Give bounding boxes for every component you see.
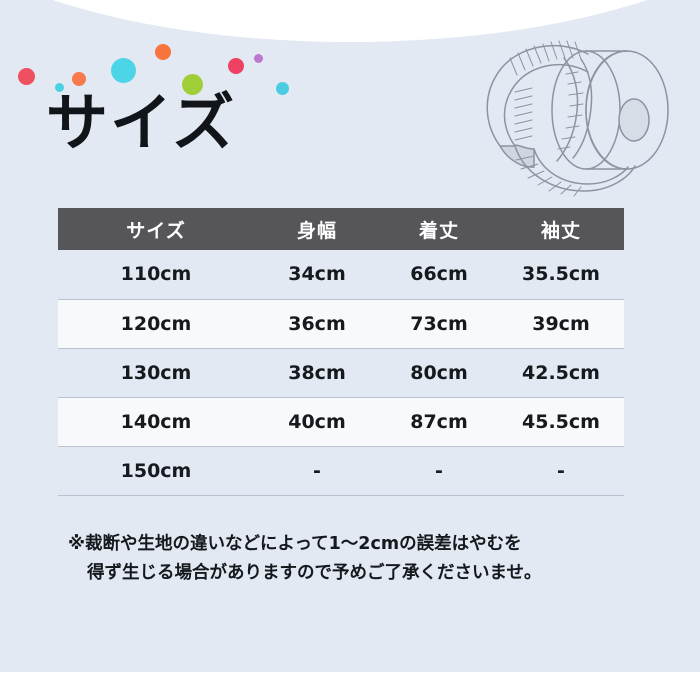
cell-size: 120cm bbox=[58, 298, 254, 349]
dot-green-1 bbox=[182, 74, 203, 95]
dot-red-2 bbox=[228, 58, 244, 74]
cell-length: 80cm bbox=[380, 348, 498, 398]
cell-length: 73cm bbox=[380, 298, 498, 349]
table-row: 140cm 40cm 87cm 45.5cm bbox=[58, 396, 624, 447]
dot-cyan-1 bbox=[55, 83, 64, 92]
cell-sleeve: 42.5cm bbox=[498, 348, 624, 398]
cell-width: - bbox=[254, 446, 380, 496]
cell-width: 36cm bbox=[254, 298, 380, 349]
footnote-line-1: ※裁断や生地の違いなどによって1〜2cmの誤差はやむを bbox=[68, 534, 522, 554]
column-header-size: サイズ bbox=[58, 208, 254, 250]
column-header-length: 着丈 bbox=[380, 208, 498, 250]
cell-sleeve: 35.5cm bbox=[498, 250, 624, 300]
dot-orange-2 bbox=[155, 44, 171, 60]
cell-size: 110cm bbox=[58, 250, 254, 300]
cell-sleeve: - bbox=[498, 446, 624, 496]
dot-orange-1 bbox=[72, 72, 86, 86]
table-row: 110cm 34cm 66cm 35.5cm bbox=[58, 250, 624, 300]
table-row: 130cm 38cm 80cm 42.5cm bbox=[58, 348, 624, 398]
cell-width: 38cm bbox=[254, 348, 380, 398]
column-header-width: 身幅 bbox=[254, 208, 380, 250]
table-row: 120cm 36cm 73cm 39cm bbox=[58, 298, 624, 349]
table-header-row: サイズ 身幅 着丈 袖丈 bbox=[58, 208, 624, 250]
column-header-sleeve: 袖丈 bbox=[498, 208, 624, 250]
dot-cyan-3 bbox=[276, 82, 289, 95]
dot-cyan-2 bbox=[111, 58, 136, 83]
cell-sleeve: 39cm bbox=[498, 298, 624, 349]
cell-width: 40cm bbox=[254, 396, 380, 447]
footnote-line-2: 得ず生じる場合がありますので予めご了承くださいませ。 bbox=[87, 563, 542, 583]
table-body: 110cm 34cm 66cm 35.5cm 120cm 36cm 73cm 3… bbox=[58, 250, 624, 496]
cell-length: 66cm bbox=[380, 250, 498, 300]
dot-red-1 bbox=[18, 68, 35, 85]
cell-width: 34cm bbox=[254, 250, 380, 300]
cell-size: 150cm bbox=[58, 446, 254, 496]
cell-length: - bbox=[380, 446, 498, 496]
cell-length: 87cm bbox=[380, 396, 498, 447]
cell-sleeve: 45.5cm bbox=[498, 396, 624, 447]
table-row: 150cm - - - bbox=[58, 446, 624, 496]
footnote: ※裁断や生地の違いなどによって1〜2cmの誤差はやむを 得ず生じる場合があります… bbox=[68, 530, 648, 588]
table-header: サイズ 身幅 着丈 袖丈 bbox=[58, 208, 624, 250]
measuring-tape-icon bbox=[438, 28, 688, 200]
dot-purple-1 bbox=[254, 54, 263, 63]
cell-size: 140cm bbox=[58, 396, 254, 447]
cell-size: 130cm bbox=[58, 348, 254, 398]
decorative-dots-group bbox=[0, 0, 700, 130]
page-title: サイズ bbox=[46, 86, 237, 159]
size-table: サイズ 身幅 着丈 袖丈 110cm 34cm 66cm 35.5cm 120c… bbox=[58, 208, 624, 496]
